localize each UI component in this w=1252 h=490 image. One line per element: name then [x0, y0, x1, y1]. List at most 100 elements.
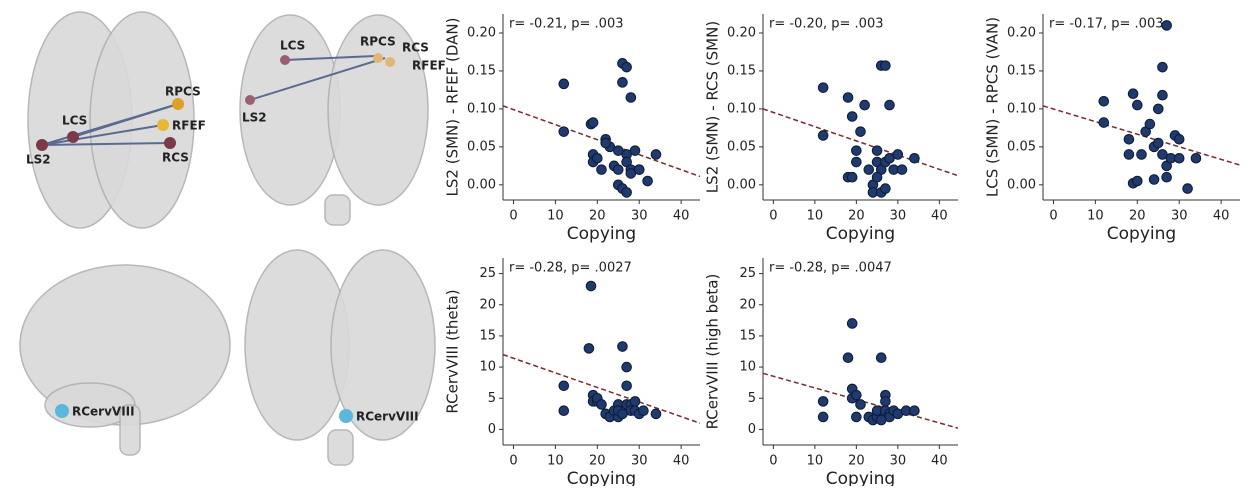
y-tick-label: 0.20	[467, 25, 496, 40]
point	[859, 99, 870, 111]
y-tick-label: 0.15	[467, 63, 496, 78]
point	[880, 183, 891, 194]
y-tick-label: 0.10	[1007, 101, 1036, 116]
node	[67, 131, 79, 143]
scatter-panel: 0.00 0.05 0.10 0.15 0.20 0 10 20 30 40 Copying LS2 …	[444, 14, 701, 244]
node	[245, 95, 255, 105]
node	[36, 139, 48, 151]
x-axis-label: Copying	[567, 469, 636, 486]
point	[1173, 152, 1185, 164]
scatter-panel: 0 5 10 15 20 25 0 10 20 30 40 Copying RCervVIII (hig…	[704, 258, 959, 489]
point	[638, 405, 649, 417]
node	[373, 53, 383, 63]
point	[1144, 118, 1156, 130]
point	[621, 361, 632, 373]
x-tick-label: 20	[589, 454, 606, 469]
point	[842, 92, 854, 103]
point	[612, 164, 624, 175]
point	[596, 164, 607, 175]
y-tick-label: 10	[739, 360, 756, 375]
y-tick-label: 20	[479, 297, 496, 312]
point	[1152, 137, 1164, 149]
x-tick-label: 0	[769, 209, 777, 224]
trend-line	[762, 108, 959, 177]
x-tick-label: 40	[931, 454, 948, 469]
point	[558, 78, 570, 90]
trend-line	[1042, 105, 1241, 166]
point	[1098, 96, 1110, 107]
brainstem	[324, 194, 351, 226]
node	[157, 119, 169, 131]
point	[621, 187, 632, 198]
point	[884, 99, 895, 111]
connection	[72, 103, 179, 138]
trend-line	[502, 353, 701, 424]
node-label: RCS	[162, 151, 189, 165]
point	[1157, 61, 1168, 73]
x-tick-label: 0	[509, 209, 517, 224]
connection	[284, 55, 376, 61]
point	[583, 343, 595, 354]
point	[558, 405, 570, 417]
point	[587, 117, 599, 128]
point	[629, 396, 641, 407]
point	[621, 61, 632, 73]
brain-top: LCS RPCS RFEF LS2 RCS	[26, 11, 206, 229]
point	[629, 145, 641, 156]
y-tick-label: 0.15	[1007, 63, 1036, 78]
x-tick-label: 0	[769, 454, 777, 469]
point	[558, 126, 570, 137]
connection	[41, 142, 171, 146]
point	[633, 164, 645, 175]
node-label: RFEF	[412, 59, 446, 73]
y-tick-label: 0.10	[727, 101, 756, 116]
point	[909, 405, 920, 417]
scatter-panel: 0 5 10 15 20 25 0 10 20 30 40 Copying RCervVIII (the…	[444, 258, 701, 489]
y-tick-label: 25	[739, 266, 756, 281]
point	[642, 175, 653, 187]
annotation: r= -0.28, p= .0027	[509, 261, 632, 276]
point	[650, 408, 662, 420]
y-tick-label: 0.00	[1007, 177, 1036, 192]
hemisphere	[89, 11, 195, 229]
node-label: RFEF	[172, 119, 206, 133]
y-tick-label: 0	[748, 422, 756, 437]
x-tick-label: 30	[890, 209, 907, 224]
point	[871, 171, 883, 183]
node-label: RCervVIII	[72, 405, 135, 419]
scatter-panel: 0.00 0.05 0.10 0.15 0.20 0 10 20 30 40 Copying LCS …	[984, 14, 1241, 244]
point	[875, 352, 887, 364]
y-tick-label: 0.05	[727, 139, 756, 154]
y-tick-label: 0.15	[727, 63, 756, 78]
point	[817, 411, 829, 423]
x-axis-label: Copying	[1107, 224, 1176, 244]
annotation: r= -0.20, p= .003	[769, 17, 884, 32]
point	[855, 126, 866, 137]
point	[625, 92, 637, 103]
point	[617, 77, 628, 88]
connection	[249, 57, 386, 101]
y-tick-label: 0.10	[467, 101, 496, 116]
node-label: RCS	[402, 41, 429, 55]
y-tick-label: 15	[479, 328, 496, 343]
x-tick-label: 20	[848, 454, 865, 469]
y-tick-label: 10	[479, 360, 496, 375]
point	[600, 137, 611, 149]
point	[817, 130, 829, 141]
point	[1173, 133, 1185, 145]
point	[1152, 103, 1164, 115]
x-tick-label: 40	[673, 209, 690, 224]
point	[1161, 20, 1172, 31]
node	[172, 98, 184, 110]
y-tick-label: 0.20	[1007, 25, 1036, 40]
node-label: RPCS	[360, 35, 396, 49]
point	[617, 408, 628, 420]
brainstem	[327, 429, 354, 466]
x-tick-label: 30	[631, 454, 648, 469]
point	[1123, 133, 1135, 145]
point	[855, 399, 866, 410]
point	[1190, 152, 1202, 164]
point	[896, 164, 908, 175]
x-tick-label: 10	[807, 209, 824, 224]
